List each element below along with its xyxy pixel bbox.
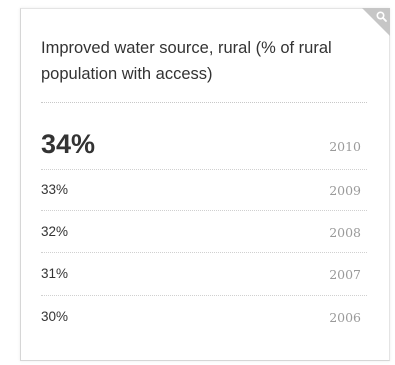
row-divider: [41, 210, 367, 211]
history-row: 30% 2006: [41, 307, 361, 327]
history-value: 33%: [41, 182, 69, 197]
zoom-corner-button[interactable]: [362, 8, 390, 36]
history-year: 2008: [329, 225, 361, 240]
row-divider: [41, 252, 367, 253]
latest-value: 34%: [41, 129, 96, 159]
history-year: 2006: [329, 310, 361, 325]
magnifier-icon: [362, 8, 390, 36]
history-year: 2009: [329, 183, 361, 198]
latest-year: 2010: [329, 139, 361, 154]
history-row: 31% 2007: [41, 264, 361, 284]
row-divider: [41, 295, 367, 296]
history-row: 33% 2009: [41, 180, 361, 200]
history-value: 32%: [41, 224, 69, 239]
history-row: 32% 2008: [41, 222, 361, 242]
history-value: 30%: [41, 309, 69, 324]
row-divider: [41, 169, 367, 170]
indicator-title: Improved water source, rural (% of rural…: [41, 39, 332, 83]
history-year: 2007: [329, 267, 361, 282]
title-divider: [41, 102, 367, 103]
history-value: 31%: [41, 266, 69, 281]
indicator-card: Improved water source, rural (% of rural…: [20, 8, 390, 361]
